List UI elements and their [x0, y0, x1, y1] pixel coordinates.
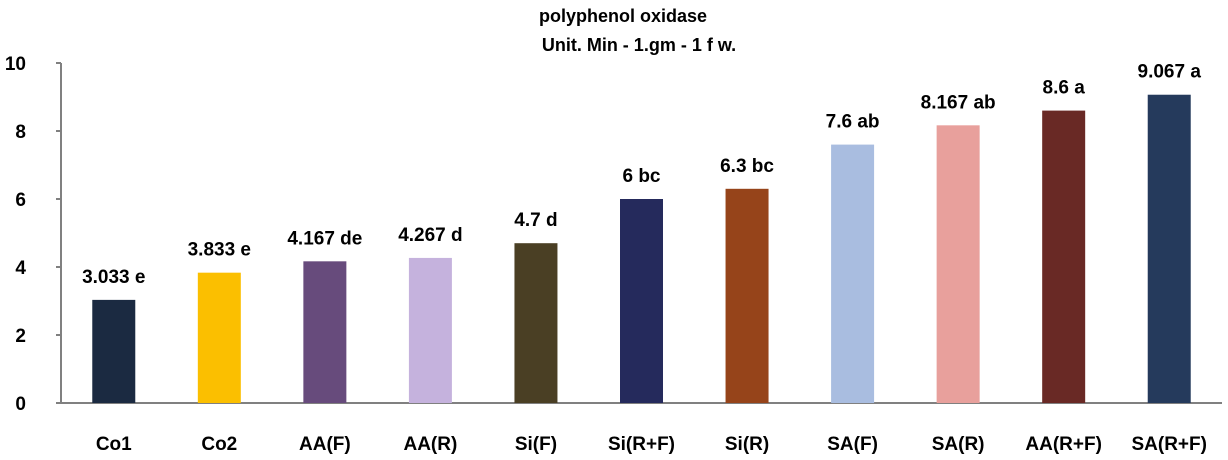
- y-tick-label: 2: [15, 326, 26, 347]
- data-label: 3.833 e: [188, 240, 251, 261]
- x-tick-label: SA(R+F): [1131, 434, 1206, 455]
- bar: [831, 144, 875, 403]
- bar: [303, 261, 347, 403]
- x-tick-label: SA(R): [932, 434, 985, 455]
- bar: [1147, 94, 1191, 404]
- data-label: 6 bc: [622, 166, 660, 187]
- x-tick-label: AA(R): [403, 434, 457, 455]
- bar: [936, 125, 980, 404]
- data-label: 9.067 a: [1138, 62, 1202, 83]
- data-label: 4.7 d: [514, 210, 557, 231]
- data-label: 4.167 de: [287, 228, 362, 249]
- chart-title: polyphenol oxidase: [539, 6, 707, 26]
- bar: [92, 299, 136, 403]
- y-tick-label: 4: [15, 258, 26, 279]
- x-tick-label: Co2: [201, 434, 237, 455]
- bar: [620, 199, 663, 403]
- x-tick-label: SA(F): [827, 434, 878, 455]
- data-label: 3.033 e: [82, 267, 145, 288]
- category-labels: Co1 Co2 AA(F) AA(R) Si(F) Si(R+F) Si(R) SA(F) SA…: [96, 434, 1207, 455]
- data-label: 4.267 d: [398, 225, 462, 246]
- data-labels: 3.033 e 3.833 e 4.167 de 4.267 d 4.7 d 6 bc 6.…: [82, 62, 1201, 288]
- data-label: 8.167 ab: [921, 92, 996, 113]
- bar: [725, 188, 769, 403]
- y-tick-label: 10: [5, 54, 26, 75]
- x-tick-label: AA(F): [299, 434, 351, 455]
- y-tick-label: 6: [15, 190, 26, 211]
- x-tick-label: Si(R+F): [608, 434, 675, 455]
- bars: [92, 94, 1191, 404]
- x-tick-label: Co1: [96, 434, 132, 455]
- data-label: 7.6 ab: [826, 112, 880, 133]
- bar: [197, 272, 241, 403]
- x-tick-label: AA(R+F): [1025, 434, 1102, 455]
- chart-subtitle: Unit. Min - 1.gm - 1 f w.: [542, 35, 736, 55]
- x-tick-label: Si(F): [515, 434, 557, 455]
- axes: 0 2 4 6 8 10: [5, 54, 1222, 415]
- bar: [1042, 110, 1086, 403]
- bar: [408, 257, 452, 403]
- x-tick-label: Si(R): [725, 434, 769, 455]
- bar: [514, 243, 558, 403]
- data-label: 8.6 a: [1043, 78, 1086, 99]
- data-label: 6.3 bc: [720, 156, 774, 177]
- y-tick-label: 8: [15, 122, 26, 143]
- y-tick-label: 0: [15, 394, 26, 415]
